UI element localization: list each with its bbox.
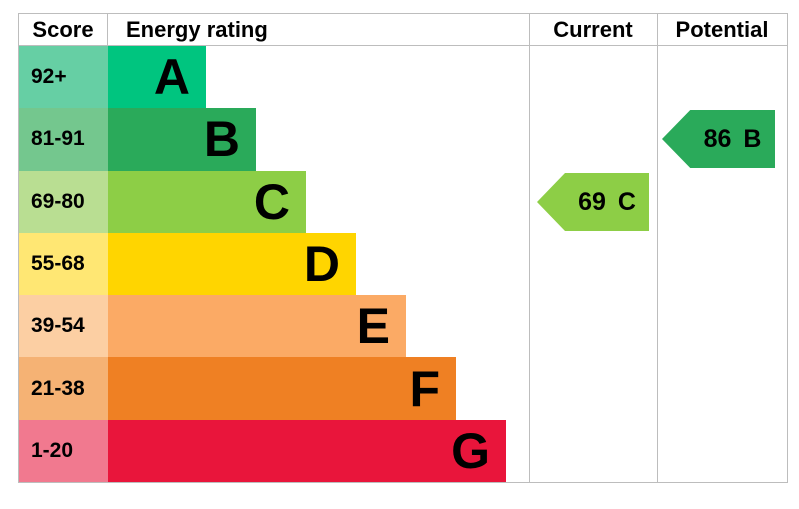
- band-bar-c: C: [108, 170, 306, 233]
- band-bar-d: D: [108, 232, 356, 296]
- band-bar-e: E: [108, 295, 406, 358]
- band-bar-b: B: [108, 108, 256, 171]
- band-bar-a: A: [108, 46, 206, 109]
- score-range-d: 55-68: [19, 232, 108, 296]
- score-range-b: 81-91: [19, 108, 108, 171]
- table-header: Score Energy rating Current Potential: [19, 14, 787, 46]
- chart-frame: Score Energy rating Current Potential 92…: [18, 13, 788, 483]
- band-bar-g: G: [108, 419, 506, 482]
- band-row-d: 55-68 D: [19, 232, 529, 296]
- score-column-header: Score: [19, 14, 108, 45]
- score-range-c: 69-80: [19, 170, 108, 233]
- potential-rating-score: 86: [703, 124, 732, 153]
- band-row-b: 81-91 B: [19, 108, 529, 171]
- current-column-header: Current: [553, 16, 633, 42]
- band-row-f: 21-38 F: [19, 357, 529, 420]
- score-range-e: 39-54: [19, 295, 108, 358]
- band-row-a: 92+ A: [19, 46, 529, 109]
- score-range-f: 21-38: [19, 357, 108, 420]
- band-bar-f: F: [108, 357, 456, 420]
- current-column-divider: [529, 14, 530, 482]
- band-row-e: 39-54 E: [19, 295, 529, 358]
- potential-rating-marker: 86 B: [662, 110, 775, 168]
- score-range-a: 92+: [19, 46, 108, 109]
- band-rows: 92+ A 81-91 B 69-80 C 55-68 D 39-54 E 21…: [19, 46, 529, 482]
- current-rating-score: 69: [578, 187, 606, 216]
- current-rating-letter: C: [617, 187, 636, 216]
- current-rating-marker: 69 C: [537, 173, 649, 231]
- potential-column-header: Potential: [675, 16, 769, 42]
- band-row-c: 69-80 C: [19, 170, 529, 233]
- band-row-g: 1-20 G: [19, 419, 529, 482]
- potential-column-divider: [657, 14, 658, 482]
- potential-rating-letter: B: [743, 124, 762, 153]
- score-range-g: 1-20: [19, 419, 108, 482]
- energy-rating-column-header: Energy rating: [126, 16, 268, 42]
